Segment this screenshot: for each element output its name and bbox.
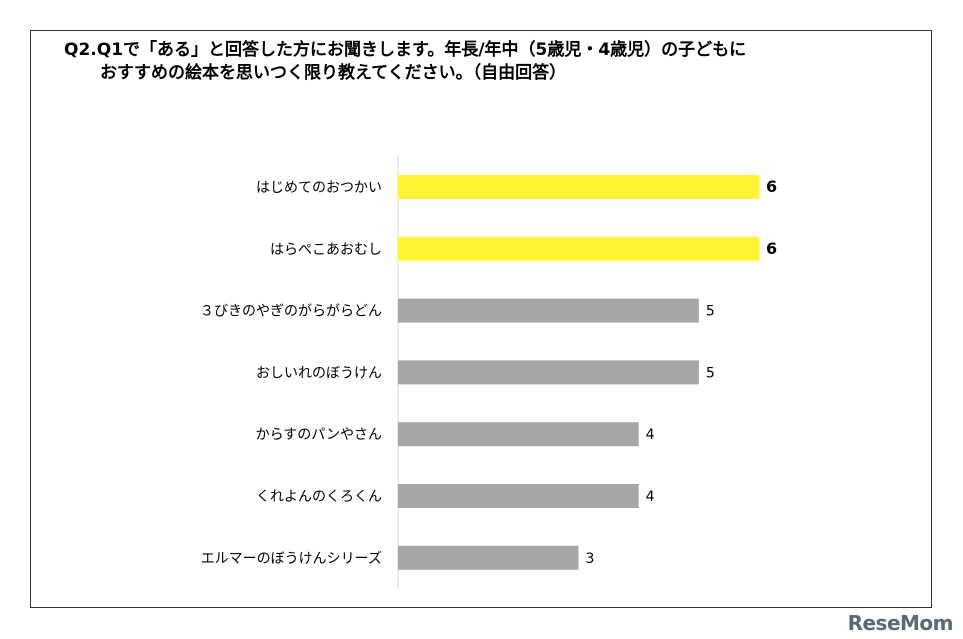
data-label: 4 (646, 489, 655, 505)
data-label: 3 (586, 551, 595, 567)
resemom-logo: ReseMom (847, 611, 954, 635)
chart-title-line-2: おすすめの絵本を思いつく限り教えてください。（自由回答） (100, 63, 567, 83)
category-label: はじめてのおつかい (256, 180, 382, 196)
data-label: 6 (766, 177, 777, 196)
bar (398, 360, 699, 385)
bar (398, 175, 759, 199)
bar (398, 236, 759, 261)
bar (398, 484, 639, 508)
data-label: 4 (646, 427, 655, 443)
category-label: ３びきのやぎのがらがらどん (200, 304, 382, 320)
category-label: からすのパンやさん (256, 427, 382, 443)
bar (398, 298, 699, 323)
category-label: はらぺこあおむし (270, 242, 382, 258)
data-label: 5 (706, 304, 715, 320)
chart-title-line-1: Q2.Q1で「ある」と回答した方にお聞きします。年長/年中（5歳児・4歳児）の子… (64, 40, 747, 60)
category-label: エルマーのぼうけんシリーズ (201, 551, 382, 567)
data-label: 6 (766, 239, 777, 258)
category-label: おしいれのぼうけん (256, 365, 382, 381)
data-label: 5 (706, 365, 715, 381)
bar (398, 422, 639, 447)
category-label: くれよんのくろくん (256, 489, 382, 505)
bar (398, 545, 579, 570)
